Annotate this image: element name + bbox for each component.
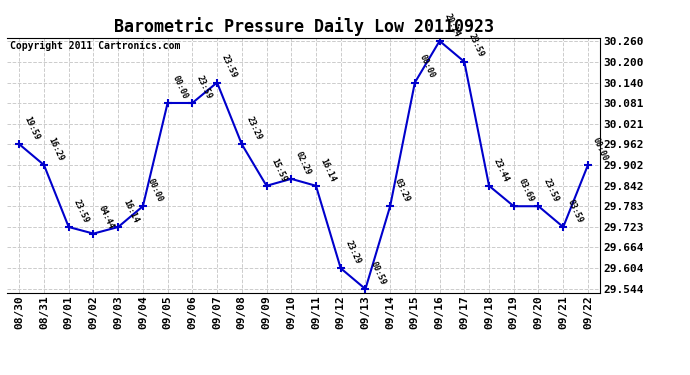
Text: 04:44: 04:44 [96,204,115,231]
Text: 23:59: 23:59 [195,74,214,100]
Text: 23:59: 23:59 [220,53,239,80]
Text: Copyright 2011 Cartronics.com: Copyright 2011 Cartronics.com [10,41,180,51]
Text: 00:00: 00:00 [170,74,189,100]
Text: 03:59: 03:59 [566,198,584,224]
Text: 00:00: 00:00 [591,136,609,162]
Title: Barometric Pressure Daily Low 20110923: Barometric Pressure Daily Low 20110923 [114,17,493,36]
Text: 02:29: 02:29 [294,150,313,176]
Text: 23:29: 23:29 [244,115,264,141]
Text: 15:59: 15:59 [269,156,288,183]
Text: 00:00: 00:00 [417,53,436,80]
Text: 23:59: 23:59 [72,198,90,224]
Text: 00:00: 00:00 [146,177,164,204]
Text: 16:14: 16:14 [121,198,139,224]
Text: 23:29: 23:29 [344,239,362,266]
Text: 16:14: 16:14 [319,156,337,183]
Text: 16:29: 16:29 [47,136,66,162]
Text: 23:44: 23:44 [492,156,511,183]
Text: 03:69: 03:69 [517,177,535,204]
Text: 23:59: 23:59 [541,177,560,204]
Text: 03:29: 03:29 [393,177,412,204]
Text: 23:59: 23:59 [467,33,486,59]
Text: 20:14: 20:14 [442,12,461,38]
Text: 00:59: 00:59 [368,260,387,286]
Text: 19:59: 19:59 [22,115,41,141]
